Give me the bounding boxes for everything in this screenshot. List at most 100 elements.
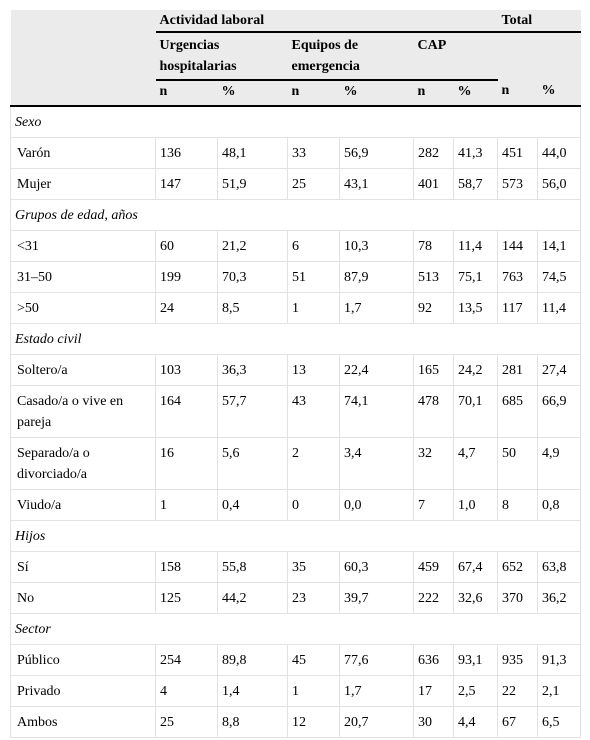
cell: 67 — [497, 706, 539, 738]
cell: 75,1 — [452, 261, 499, 293]
data-row: Ambos 25 8,8 12 20,7 30 4,4 67 6,5 — [10, 706, 582, 738]
cell: 13,5 — [452, 292, 499, 324]
cell: 478 — [413, 385, 454, 438]
cell: 17 — [413, 675, 454, 707]
cell: 401 — [413, 168, 454, 200]
data-row: Soltero/a 103 36,3 13 22,4 165 24,2 281 27,4 — [10, 354, 582, 386]
cell: 41,3 — [452, 137, 499, 169]
section-row: Sector — [9, 613, 582, 645]
row-label: Casado/a o vive en pareja — [10, 385, 156, 438]
cell: 77,6 — [339, 644, 414, 676]
cell: 1 — [287, 675, 340, 707]
data-row: <31 60 21,2 6 10,3 78 11,4 144 14,1 — [10, 230, 582, 262]
cell: 93,1 — [452, 644, 499, 676]
section-title: Sexo — [9, 105, 582, 138]
cell: 0,4 — [217, 489, 288, 521]
column-header: n — [497, 80, 538, 107]
cell: 2,5 — [452, 675, 499, 707]
cell: 0,8 — [537, 489, 582, 521]
cell: 573 — [497, 168, 539, 200]
cell: 14,1 — [537, 230, 582, 262]
group-header: Actividad laboral — [155, 10, 498, 33]
cell: 60 — [155, 230, 218, 262]
total-header: Total — [497, 10, 581, 33]
cell: 25 — [155, 706, 218, 738]
cell: 158 — [155, 551, 218, 583]
data-row: No 125 44,2 23 39,7 222 32,6 370 36,2 — [10, 582, 582, 614]
cell: 4,9 — [537, 437, 582, 490]
cell: 4,7 — [452, 437, 499, 490]
cell: 103 — [155, 354, 218, 386]
subgroup-header: CAP — [413, 32, 498, 81]
cell: 12 — [287, 706, 340, 738]
cell: 11,4 — [452, 230, 499, 262]
cell: 685 — [497, 385, 539, 438]
cell: 44,2 — [217, 582, 288, 614]
cell: 4,4 — [452, 706, 499, 738]
column-header: n — [413, 80, 454, 107]
section-row: Hijos — [9, 520, 582, 552]
data-row: Varón 136 48,1 33 56,9 282 41,3 451 44,0 — [10, 137, 582, 169]
column-header: % — [537, 80, 581, 107]
cell: 89,8 — [217, 644, 288, 676]
cell: 50 — [497, 437, 539, 490]
cell: 44,0 — [537, 137, 582, 169]
cell: 70,1 — [452, 385, 499, 438]
cell: 25 — [287, 168, 340, 200]
cell: 30 — [413, 706, 454, 738]
cell: 20,7 — [339, 706, 414, 738]
cell: 1,7 — [339, 292, 414, 324]
cell: 10,3 — [339, 230, 414, 262]
cell: 459 — [413, 551, 454, 583]
row-label: Soltero/a — [10, 354, 156, 386]
subgroup-header: Urgencias hospitalarias — [155, 32, 288, 81]
cell: 92 — [413, 292, 454, 324]
cell: 147 — [155, 168, 218, 200]
cell: 87,9 — [339, 261, 414, 293]
cell: 8,5 — [217, 292, 288, 324]
cell: 51,9 — [217, 168, 288, 200]
cell: 636 — [413, 644, 454, 676]
cell: 55,8 — [217, 551, 288, 583]
cell: 22 — [497, 675, 539, 707]
cell: 63,8 — [537, 551, 582, 583]
row-label: <31 — [10, 230, 156, 262]
row-label: Varón — [10, 137, 156, 169]
data-row: Mujer 147 51,9 25 43,1 401 58,7 573 56,0 — [10, 168, 582, 200]
cell: 281 — [497, 354, 539, 386]
cell: 1 — [155, 489, 218, 521]
row-label: >50 — [10, 292, 156, 324]
cell: 0 — [287, 489, 340, 521]
section-title: Sector — [9, 613, 582, 645]
subgroup-header: Equipos de emergencia — [287, 32, 414, 81]
cell: 24,2 — [452, 354, 499, 386]
data-table: Actividad laboral Total Urgencias hospit… — [9, 10, 582, 738]
column-header: % — [217, 80, 288, 107]
cell: 58,7 — [452, 168, 499, 200]
cell: 33 — [287, 137, 340, 169]
cell: 74,5 — [537, 261, 582, 293]
cell: 43 — [287, 385, 340, 438]
table-body: Sexo Varón 136 48,1 33 56,9 282 41,3 451 44,0 Muje… — [9, 105, 582, 738]
cell: 39,7 — [339, 582, 414, 614]
cell: 144 — [497, 230, 539, 262]
data-row: Casado/a o vive en pareja 164 57,7 43 74,1 47… — [10, 385, 582, 438]
cell: 513 — [413, 261, 454, 293]
data-row: Sí 158 55,8 35 60,3 459 67,4 652 63,8 — [10, 551, 582, 583]
cell: 0,0 — [339, 489, 414, 521]
row-label: Público — [10, 644, 156, 676]
cell: 13 — [287, 354, 340, 386]
cell: 222 — [413, 582, 454, 614]
cell: 125 — [155, 582, 218, 614]
cell: 117 — [497, 292, 539, 324]
row-label: Separado/a o divorciado/a — [10, 437, 156, 490]
cell: 165 — [413, 354, 454, 386]
cell: 32,6 — [452, 582, 499, 614]
cell: 78 — [413, 230, 454, 262]
cell: 57,7 — [217, 385, 288, 438]
cell: 45 — [287, 644, 340, 676]
cell: 21,2 — [217, 230, 288, 262]
cell: 136 — [155, 137, 218, 169]
data-row: >50 24 8,5 1 1,7 92 13,5 117 11,4 — [10, 292, 582, 324]
